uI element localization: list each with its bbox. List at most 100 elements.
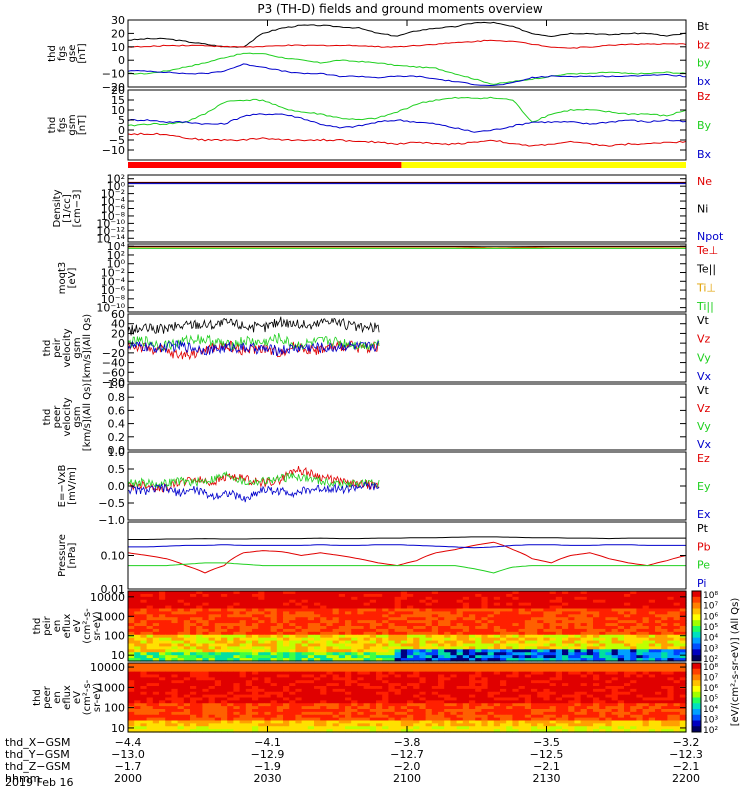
spectrogram-cell <box>562 671 569 676</box>
spectrogram-cell <box>679 729 687 733</box>
spectrogram-cell <box>338 623 346 627</box>
spectrogram-cell <box>642 634 650 639</box>
spectrogram-cell <box>369 688 377 693</box>
spectrogram-cell <box>543 691 551 696</box>
spectrogram-cell <box>258 591 265 595</box>
spectrogram-cell <box>239 665 247 670</box>
spectrogram-cell <box>183 720 191 724</box>
spectrogram-cell <box>500 620 507 624</box>
spectrogram-cell <box>245 717 253 722</box>
spectrogram-cell <box>450 614 458 618</box>
spectrogram-cell <box>438 674 445 678</box>
spectrogram-cell <box>233 726 241 730</box>
spectrogram-cell <box>351 596 358 601</box>
spectrogram-cell <box>183 726 191 730</box>
spectrogram-cell <box>128 640 135 645</box>
spectrogram-cell <box>624 655 631 659</box>
spectrogram-cell <box>264 634 272 639</box>
spectrogram-cell <box>183 706 191 710</box>
spectrogram-cell <box>586 640 594 645</box>
y-tick-label: 1000 <box>97 610 125 623</box>
spectrogram-cell <box>444 691 451 696</box>
spectrogram-cell <box>307 714 315 719</box>
spectrogram-cell <box>252 602 259 607</box>
spectrogram-cell <box>500 658 507 662</box>
spectrogram-cell <box>140 658 148 662</box>
spectrogram-cell <box>630 709 637 713</box>
spectrogram-cell <box>400 646 408 650</box>
x-tick-label: −12.7 <box>390 748 424 761</box>
spectrogram-cell <box>345 620 352 624</box>
spectrogram-cell <box>624 658 631 662</box>
spectrogram-cell <box>555 605 563 610</box>
spectrogram-cell <box>555 674 563 678</box>
spectrogram-cell <box>624 677 631 681</box>
spectrogram-cell <box>444 726 451 730</box>
spectrogram-cell <box>518 697 526 701</box>
spectrogram-cell <box>283 596 290 601</box>
spectrogram-cell <box>332 614 340 618</box>
spectrogram-cell <box>524 703 532 707</box>
spectrogram-cell <box>431 611 439 615</box>
spectrogram-cell <box>475 694 482 699</box>
spectrogram-cell <box>252 640 259 645</box>
spectrogram-cell <box>555 626 563 630</box>
spectrogram-cell <box>301 605 309 610</box>
spectrogram-cell <box>363 688 371 693</box>
spectrogram-cell <box>419 668 427 673</box>
spectrogram-cell <box>574 593 582 598</box>
spectrogram-cell <box>518 665 526 670</box>
spectrogram-cell <box>562 623 569 627</box>
spectrogram-cell <box>444 709 451 713</box>
spectrogram-cell <box>667 637 675 642</box>
spectrogram-cell <box>146 623 154 627</box>
spectrogram-cell <box>518 671 526 676</box>
spectrogram-cell <box>593 658 600 662</box>
spectrogram-cell <box>624 643 631 648</box>
spectrogram-cell <box>655 614 662 618</box>
spectrogram-cell <box>469 591 476 595</box>
spectrogram-cell <box>524 652 532 656</box>
spectrogram-cell <box>264 663 272 667</box>
spectrogram-cell <box>171 683 179 687</box>
spectrogram-cell <box>289 611 296 615</box>
spectrogram-cell <box>400 663 408 667</box>
spectrogram-cell <box>661 658 668 662</box>
spectrogram-cell <box>673 720 681 724</box>
y-tick-label: 10⁻¹² <box>96 225 125 238</box>
spectrogram-cell <box>245 677 253 681</box>
spectrogram-cell <box>307 626 315 630</box>
spectrogram-cell <box>481 623 489 627</box>
spectrogram-cell <box>500 628 507 633</box>
spectrogram-cell <box>438 706 445 710</box>
legend-Te⊥: Te⊥ <box>696 244 718 257</box>
x-tick-label: 2130 <box>533 772 561 785</box>
spectrogram-cell <box>245 665 253 670</box>
spectrogram-cell <box>227 726 234 730</box>
spectrogram-cell <box>338 677 346 681</box>
spectrogram-cell <box>159 591 166 595</box>
spectrogram-cell <box>376 677 383 681</box>
spectrogram-cell <box>673 591 681 595</box>
spectrogram-cell <box>301 668 309 673</box>
spectrogram-cell <box>512 700 520 704</box>
spectrogram-cell <box>233 729 241 733</box>
spectrogram-cell <box>580 626 588 630</box>
spectrogram-cell <box>152 623 160 627</box>
spectrogram-cell <box>382 605 389 610</box>
spectrogram-cell <box>183 658 191 662</box>
spectrogram-cell <box>475 717 482 722</box>
spectrogram-cell <box>283 634 290 639</box>
spectrogram-cell <box>667 694 675 699</box>
spectrogram-cell <box>524 729 532 733</box>
spectrogram-cell <box>338 703 346 707</box>
spectrogram-cell <box>307 709 315 713</box>
spectrogram-cell <box>283 663 290 667</box>
spectrogram-cell <box>264 640 272 645</box>
spectrogram-cell <box>487 608 495 613</box>
spectrogram-cell <box>233 706 241 710</box>
spectrogram-cell <box>239 637 247 642</box>
spectrogram-cell <box>531 628 538 633</box>
spectrogram-cell <box>438 655 445 659</box>
